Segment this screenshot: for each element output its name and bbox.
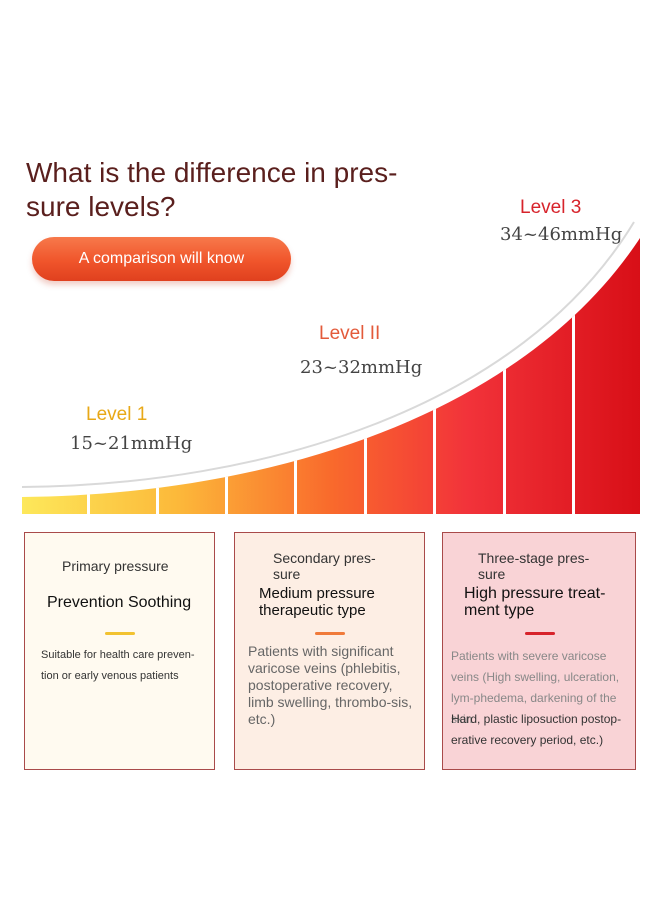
title-line-2: sure levels? [26, 191, 176, 222]
level-3-range: 34~46mmHg [500, 224, 623, 245]
level-1-range: 15~21mmHg [70, 433, 193, 454]
pressure-curve-line [21, 221, 635, 488]
page-title: What is the difference in pres- sure lev… [26, 156, 426, 224]
title-line-1: What is the difference in pres- [26, 157, 398, 188]
card-description: Suitable for health care preven-tion or … [41, 649, 195, 682]
card-subtitle: Secondary pres-sure [273, 550, 376, 582]
comparison-pill-button[interactable]: A comparison will know [32, 237, 291, 281]
card-primary-pressure: Primary pressure Prevention Soothing Sui… [24, 532, 215, 770]
level-1-label: Level 1 [86, 404, 148, 425]
level-2-label: Level II [319, 323, 381, 344]
card-heading: Prevention Soothing [47, 594, 192, 611]
level-3-label: Level 3 [520, 197, 582, 218]
card-subtitle: Three-stage pres-sure [478, 550, 590, 582]
card-subtitle: Primary pressure [62, 558, 169, 574]
card-secondary-pressure: Secondary pres-sure Medium pressure ther… [234, 532, 425, 770]
card-accent-bar [315, 632, 345, 635]
card-heading: Medium pressure therapeutic type [259, 585, 375, 619]
card-description-dark: Hard, plastic liposuction postop-erative… [451, 712, 622, 747]
level-2-range: 23~32mmHg [300, 357, 423, 378]
card-accent-bar [525, 632, 555, 635]
card-heading: High pressure treat-ment type [464, 585, 606, 619]
card-description-gray: Patients with severe varicose veins (Hig… [451, 649, 620, 726]
card-accent-bar [105, 632, 135, 635]
pressure-curve-graphic [21, 221, 640, 514]
card-description: Patients with significant varicose veins… [248, 643, 413, 727]
card-three-stage-pressure: Three-stage pres-sure High pressure trea… [442, 532, 636, 770]
